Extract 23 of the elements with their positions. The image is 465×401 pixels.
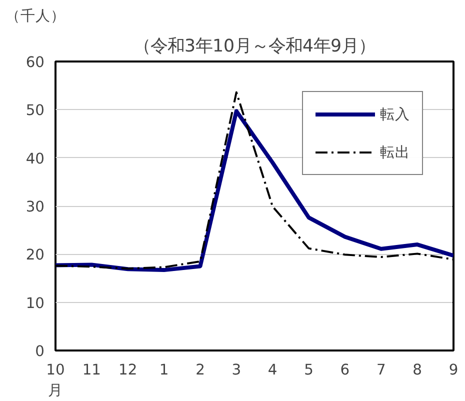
x-tick-label: 6 [340,362,350,378]
x-tick-label: 9 [448,362,458,378]
y-tick-label: 20 [26,246,45,264]
x-tick-label: 7 [376,362,386,378]
y-tick-label: 30 [26,198,45,216]
x-tick-label: 12 [118,362,138,378]
x-tick-label: 10 月 [46,362,65,399]
x-tick-label: 2 [196,362,205,378]
x-tick-label: 8 [412,362,422,378]
legend-label: 転入 [380,104,410,124]
x-tick-label: 3 [232,362,242,378]
y-tick-label: 0 [35,343,45,360]
y-tick-label: 60 [26,54,45,71]
y-tick-label: 50 [26,102,45,120]
x-tick-label: 11 [82,362,102,378]
legend-label: 転出 [380,142,410,162]
chart-title: （令和3年10月～令和4年9月） [133,36,376,56]
x-tick-label: 1 [159,362,169,378]
x-tick-label: 4 [268,362,278,378]
x-tick-label: 5 [304,362,314,378]
y-axis-title: （千人） [6,8,66,24]
y-tick-label: 10 [26,294,45,312]
y-tick-label: 40 [26,150,45,168]
